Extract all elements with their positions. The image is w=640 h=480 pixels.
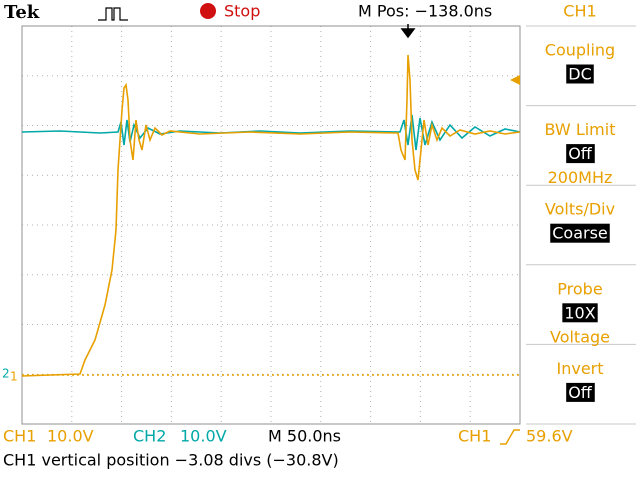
ch1-label: CH1 <box>3 427 36 446</box>
menu-note: Voltage <box>550 327 610 346</box>
ch1-marker: 1 <box>10 370 18 384</box>
menu-value: Off <box>568 383 593 402</box>
menu-label: Coupling <box>545 41 615 60</box>
side-menu: CH1 Coupling DC BW Limit Off 200MHz Volts/Div… <box>526 2 636 425</box>
menu-label: BW Limit <box>545 120 616 139</box>
run-status: Stop <box>224 2 260 21</box>
menu-value-box <box>566 144 595 164</box>
timebase: M 50.0ns <box>268 427 341 446</box>
trigger-slope-icon <box>500 429 520 445</box>
menu-label: Invert <box>556 359 603 378</box>
graticule-border <box>21 25 521 425</box>
trigger-level-marker <box>510 75 520 85</box>
menu-label: Probe <box>557 279 602 298</box>
menu-value-box <box>562 303 598 323</box>
brand: Tek <box>4 2 40 23</box>
status-message: CH1 vertical position −3.08 divs (−30.8V… <box>3 451 339 470</box>
trigger-level: 59.6V <box>526 427 573 446</box>
ch1-scale: 10.0V <box>47 427 94 446</box>
menu-value: Coarse <box>552 224 608 243</box>
menu-value: DC <box>568 65 592 84</box>
menu-value: 10X <box>564 303 595 322</box>
menu-value-box <box>566 382 595 402</box>
menu-note: 200MHz <box>548 168 613 187</box>
stop-icon <box>200 3 216 19</box>
trigger-source: CH1 <box>458 427 491 446</box>
acquisition-icon <box>98 7 128 21</box>
trigger-position-marker <box>400 24 416 39</box>
menu-value-box <box>550 223 610 243</box>
menu-title: CH1 <box>563 2 596 21</box>
ch2-label: CH2 <box>133 427 166 446</box>
ch2-marker: 2 <box>2 367 10 381</box>
ch2-waveform <box>21 114 521 151</box>
menu-value-box <box>566 64 594 84</box>
horizontal-position: M Pos: −138.0ns <box>358 2 492 21</box>
menu-label: Volts/Div <box>545 200 615 219</box>
ch1-waveform <box>21 54 521 377</box>
menu-value: Off <box>568 144 593 163</box>
ch2-scale: 10.0V <box>180 427 227 446</box>
